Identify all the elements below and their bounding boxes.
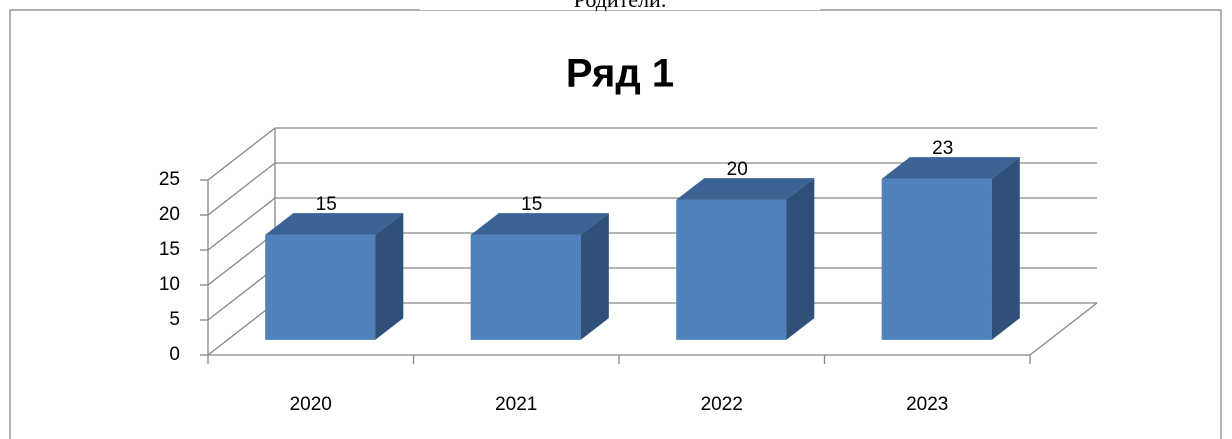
data-label: 15 bbox=[521, 194, 542, 215]
grid-line bbox=[207, 197, 276, 251]
bar-top bbox=[676, 178, 815, 200]
y-tick-label: 0 bbox=[169, 344, 180, 365]
grid-line bbox=[207, 267, 276, 321]
data-label: 23 bbox=[932, 138, 953, 159]
bar-top bbox=[881, 157, 1020, 179]
data-label: 20 bbox=[727, 159, 748, 180]
y-tick-label: 25 bbox=[159, 169, 180, 190]
x-tick-label: 2020 bbox=[290, 394, 332, 415]
bar-side bbox=[991, 157, 1020, 340]
chart-title: Ряд 1 bbox=[566, 52, 674, 96]
bar-top bbox=[265, 213, 404, 235]
bar-front bbox=[881, 178, 992, 340]
floor-edge bbox=[1029, 302, 1098, 356]
bar-front bbox=[265, 234, 376, 340]
bar-front bbox=[470, 234, 581, 340]
y-tick-label: 15 bbox=[159, 239, 180, 260]
x-tick-label: 2021 bbox=[495, 394, 537, 415]
bar-side bbox=[786, 178, 815, 340]
grid-line bbox=[207, 302, 276, 356]
bar-top bbox=[470, 213, 609, 235]
y-tick-label: 20 bbox=[159, 204, 180, 225]
bar-front bbox=[676, 199, 787, 340]
x-tick-label: 2023 bbox=[906, 394, 948, 415]
bar-side bbox=[375, 213, 404, 340]
page-caption: Родители. bbox=[574, 0, 667, 12]
data-label: 15 bbox=[316, 194, 337, 215]
y-tick-label: 5 bbox=[169, 309, 180, 330]
bar-side bbox=[580, 213, 609, 340]
grid-line bbox=[207, 232, 276, 286]
x-tick-label: 2022 bbox=[701, 394, 743, 415]
y-tick-label: 10 bbox=[159, 274, 180, 295]
caption-backdrop bbox=[420, 0, 820, 10]
grid-line bbox=[207, 162, 276, 216]
grid-line bbox=[207, 127, 276, 181]
